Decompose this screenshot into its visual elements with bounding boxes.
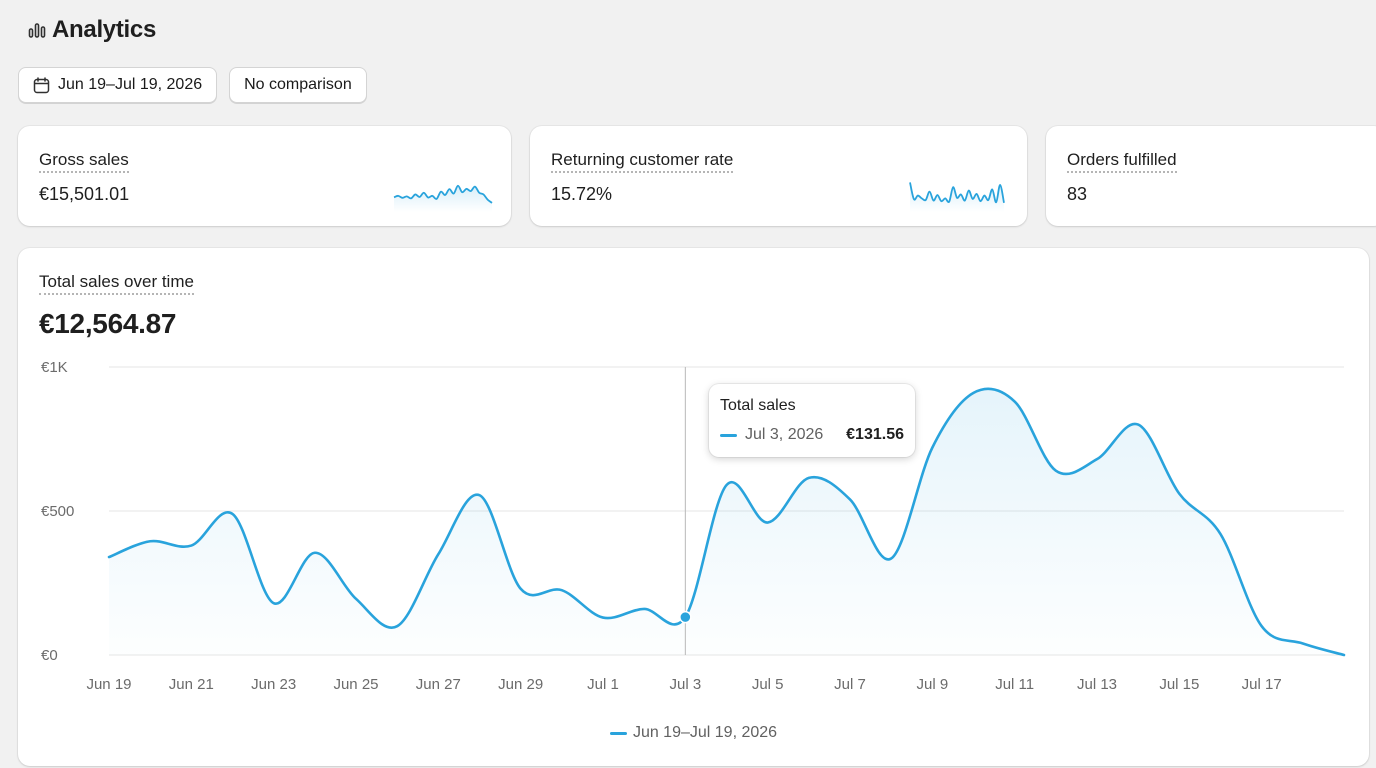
total-sales-chart-card: Total sales over time €12,564.87 €0 €500 €… [18, 248, 1369, 766]
x-tick-label: Jun 29 [498, 676, 543, 693]
sparkline-area [910, 182, 1004, 212]
hover-point[interactable] [679, 610, 692, 624]
calendar-icon [33, 76, 50, 93]
chart-tooltip: Total sales Jul 3, 2026 €131.56 [709, 384, 915, 457]
metric-label[interactable]: Returning customer rate [551, 150, 734, 173]
x-tick-label: Jul 17 [1242, 676, 1282, 693]
x-tick-label: Jul 15 [1159, 676, 1199, 693]
x-tick-label: Jul 9 [916, 676, 948, 693]
tooltip-series-swatch [720, 433, 737, 437]
total-sales-chart[interactable]: €0 €500 €1K Jun 19 Jun 21 Jun 23 Jun 25 Jun 27 J… [18, 248, 1369, 718]
date-range-button[interactable]: Jun 19–Jul 19, 2026 [18, 67, 218, 103]
series-line[interactable] [107, 387, 1346, 657]
x-tick-label: Jul 13 [1077, 676, 1117, 693]
comparison-label: No comparison [244, 76, 352, 93]
x-tick-label: Jun 21 [169, 676, 214, 693]
chart-label[interactable]: Total sales over time [39, 272, 194, 295]
sparkline-line [909, 182, 1005, 204]
comparison-button[interactable]: No comparison [229, 67, 367, 103]
page-header: Analytics [28, 16, 156, 44]
x-tick-label: Jul 5 [752, 676, 784, 693]
metric-value: 15.72% [551, 184, 613, 204]
metric-label[interactable]: Gross sales [39, 150, 129, 173]
metric-label[interactable]: Orders fulfilled [1067, 150, 1177, 173]
x-tick-label: Jul 1 [587, 676, 619, 693]
metric-card-gross-sales[interactable]: Gross sales €15,501.01 [18, 126, 511, 226]
y-tick-label: €1K [41, 359, 68, 376]
tooltip-date: Jul 3, 2026 [745, 426, 824, 443]
legend-label: Jun 19–Jul 19, 2026 [632, 724, 778, 741]
gross-sales-sparkline [393, 184, 493, 212]
y-tick-label: €0 [41, 647, 58, 664]
y-tick-label: €500 [41, 503, 74, 520]
metric-card-returning-customer-rate[interactable]: Returning customer rate 15.72% [530, 126, 1027, 226]
bar-chart-icon [28, 23, 46, 38]
x-tick-label: Jul 11 [995, 676, 1034, 693]
filter-bar: Jun 19–Jul 19, 2026 No comparison [18, 67, 367, 103]
x-tick-label: Jul 3 [669, 676, 701, 693]
x-tick-label: Jun 27 [416, 676, 461, 693]
metric-value: 83 [1067, 184, 1088, 204]
chart-total-value: €12,564.87 [39, 308, 177, 339]
metric-card-orders-fulfilled[interactable]: Orders fulfilled 83 [1046, 126, 1376, 226]
x-tick-label: Jun 19 [86, 676, 131, 693]
tooltip-row: Jul 3, 2026 €131.56 [720, 426, 904, 444]
returning-customer-sparkline [909, 182, 1005, 212]
page-title: Analytics [52, 16, 157, 43]
metric-value: €15,501.01 [39, 184, 130, 204]
date-range-label: Jun 19–Jul 19, 2026 [58, 76, 203, 93]
legend-swatch [609, 731, 627, 735]
tooltip-value: €131.56 [846, 426, 904, 443]
chart-legend[interactable]: Jun 19–Jul 19, 2026 [18, 724, 1369, 742]
x-tick-label: Jul 7 [834, 676, 866, 693]
x-tick-label: Jun 23 [251, 676, 296, 693]
sparkline-line [393, 184, 493, 204]
x-tick-label: Jun 25 [333, 676, 378, 693]
series-area [109, 388, 1344, 655]
tooltip-title: Total sales [720, 397, 796, 414]
sparkline-area [394, 185, 492, 212]
